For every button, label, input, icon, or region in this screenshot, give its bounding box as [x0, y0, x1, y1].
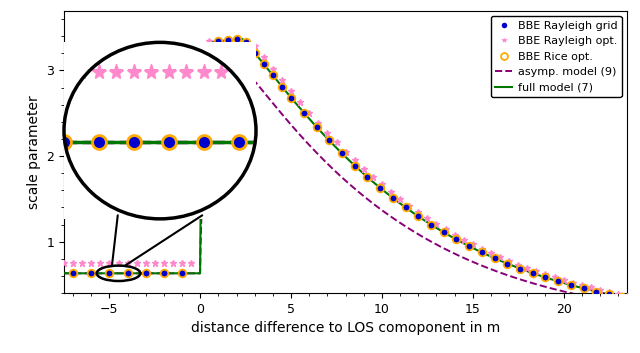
- Y-axis label: scale parameter: scale parameter: [27, 95, 41, 209]
- Legend: BBE Rayleigh grid, BBE Rayleigh opt., BBE Rice opt., asymp. model (9), full mode: BBE Rayleigh grid, BBE Rayleigh opt., BB…: [491, 16, 621, 97]
- X-axis label: distance difference to LOS comoponent in m: distance difference to LOS comoponent in…: [191, 321, 500, 335]
- Circle shape: [64, 42, 256, 219]
- Circle shape: [64, 43, 256, 219]
